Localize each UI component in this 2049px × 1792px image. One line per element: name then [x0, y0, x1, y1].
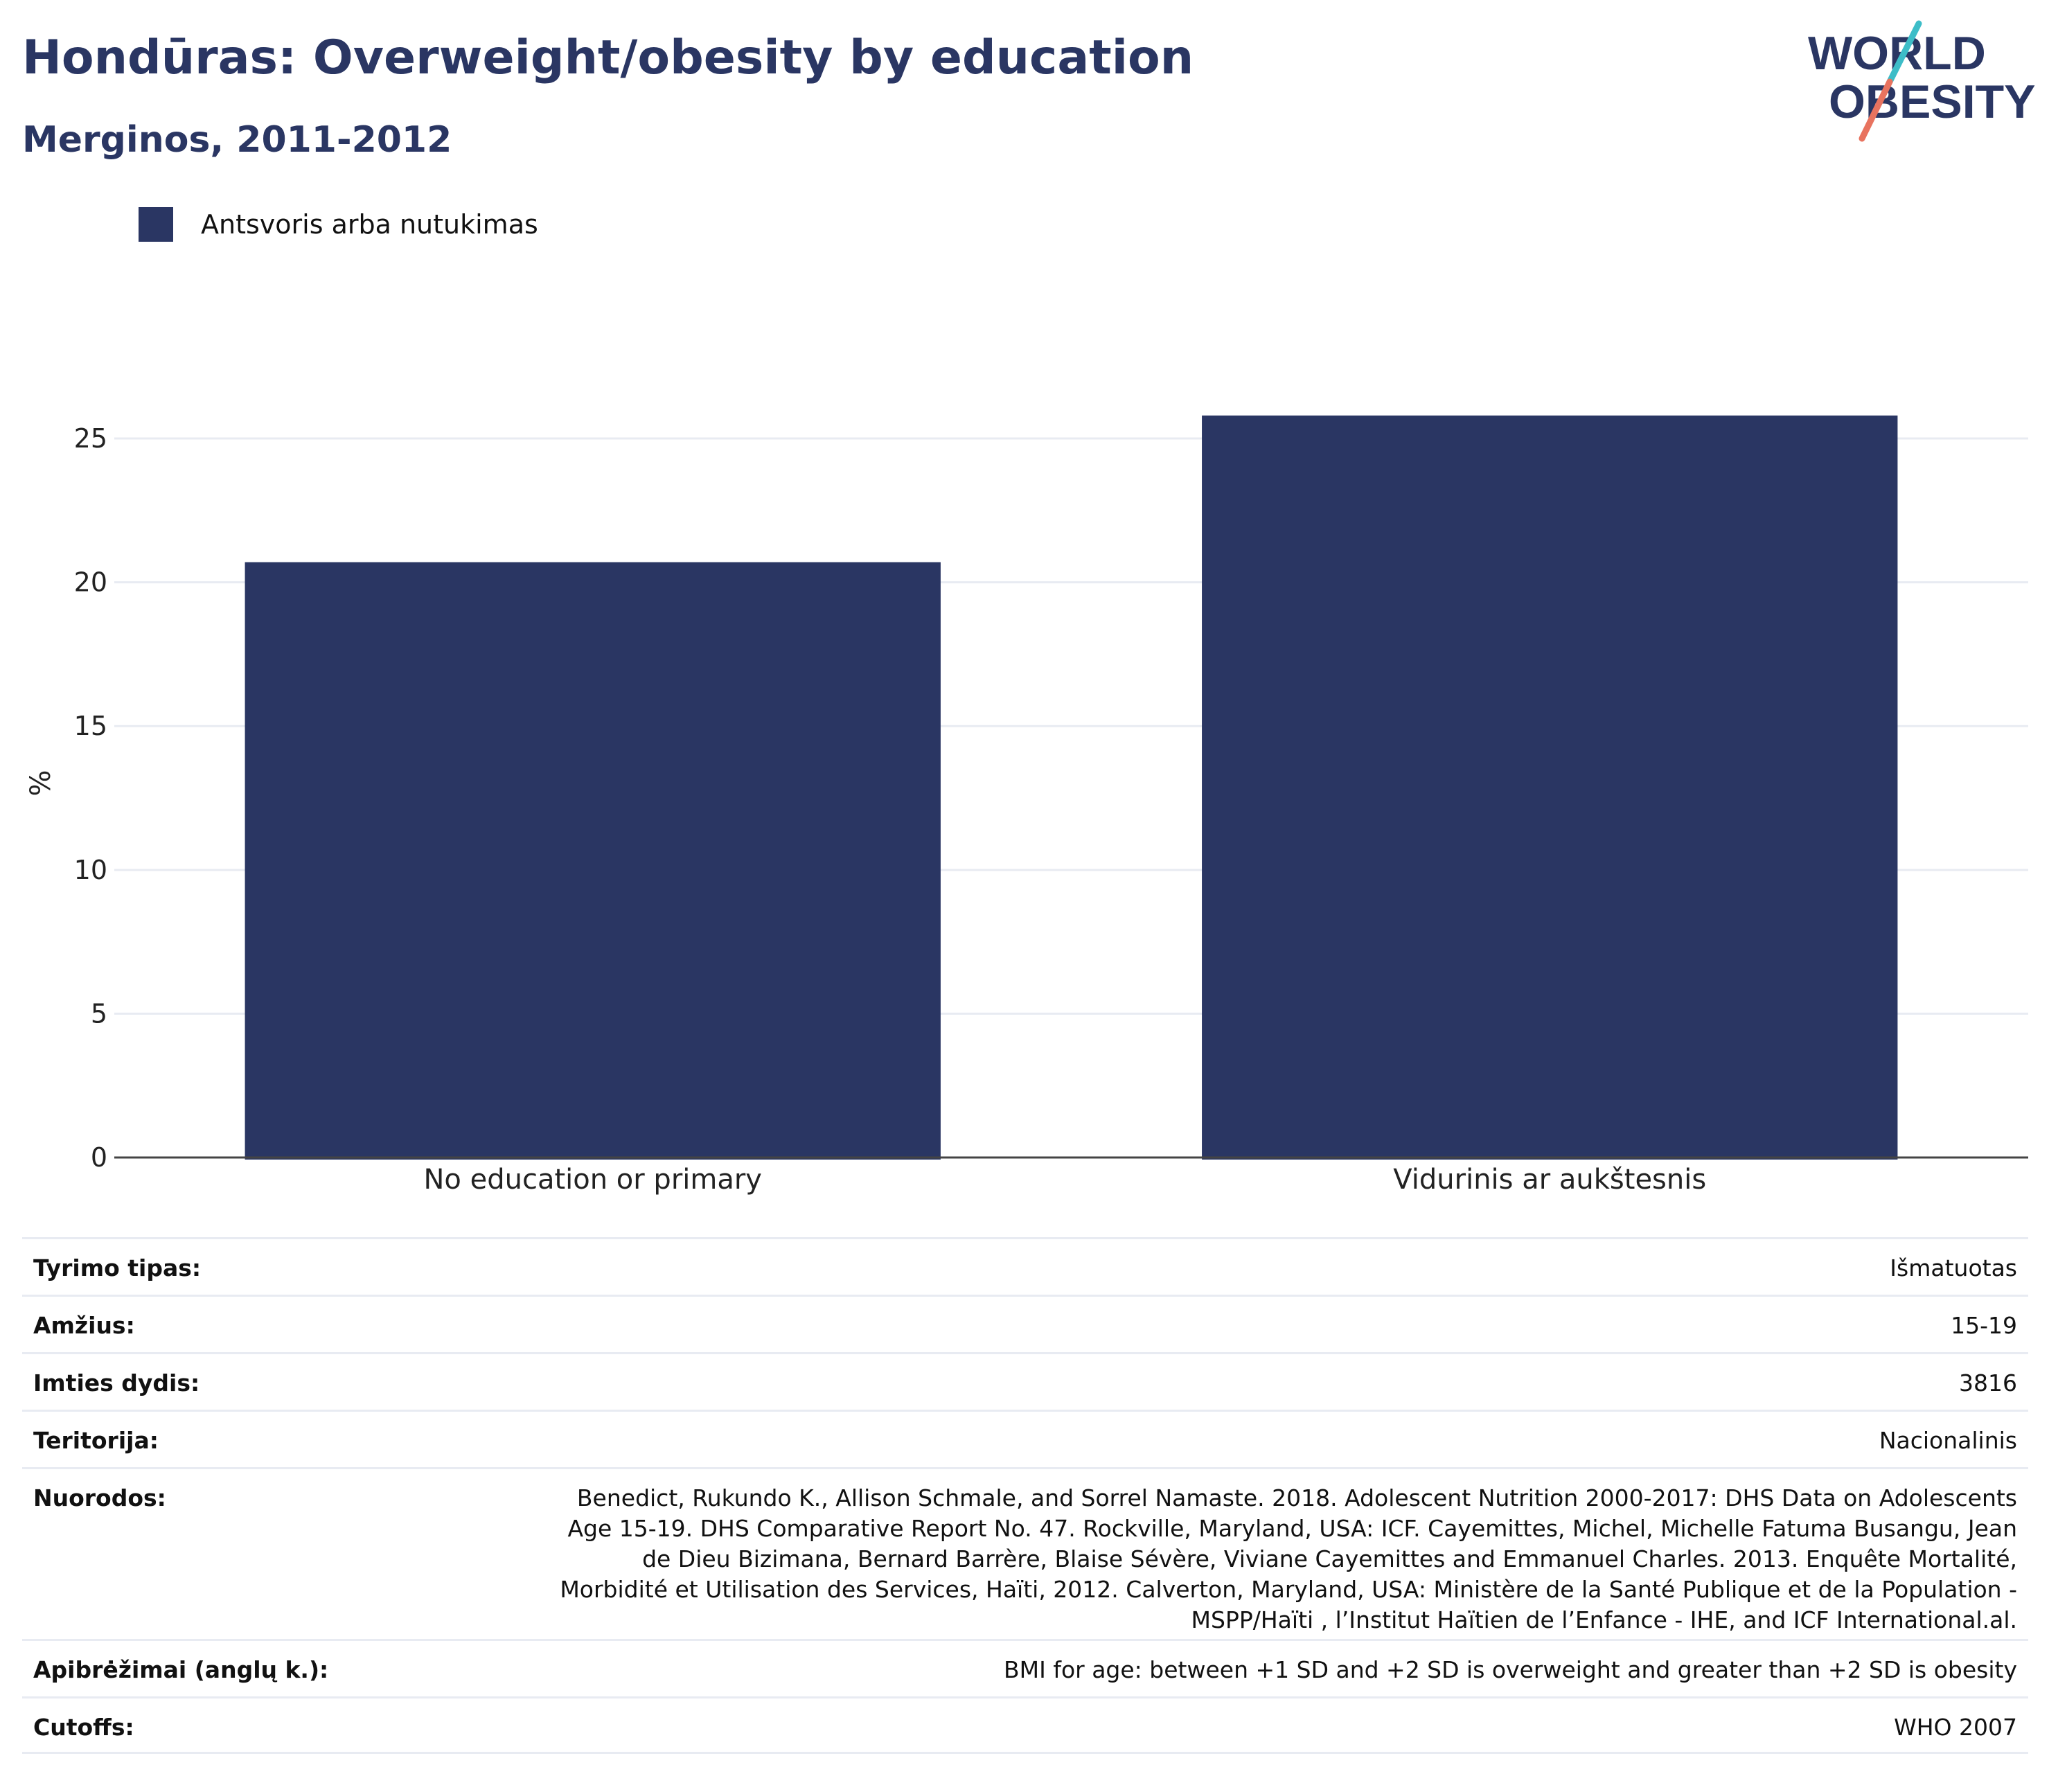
metadata-value: Išmatuotas: [1890, 1254, 2017, 1281]
y-tick-label: 5: [91, 998, 107, 1029]
world-obesity-logo: WORLD OBESITY: [1808, 20, 2036, 142]
bar: [245, 562, 941, 1160]
y-tick-label: 10: [74, 855, 107, 885]
y-tick-label: 20: [74, 567, 107, 598]
y-tick-label: 25: [74, 423, 107, 454]
metadata-value: Nacionalinis: [1879, 1427, 2017, 1454]
x-tick-label: Vidurinis ar aukštesnis: [1393, 1164, 1706, 1196]
metadata-value: 15-19: [1951, 1312, 2017, 1339]
chart-title: Hondūras: Overweight/obesity by educatio…: [22, 30, 1194, 85]
logo-word-obesity: OBESITY: [1829, 76, 2036, 128]
metadata-row: Cutoffs: WHO 2007: [22, 1696, 2028, 1754]
legend-label: Antsvoris arba nutukimas: [201, 209, 538, 240]
metadata-label: Imties dydis:: [33, 1369, 200, 1396]
metadata-row: Teritorija: Nacionalinis: [22, 1410, 2028, 1467]
legend-swatch: [139, 207, 173, 242]
metadata-row: Nuorodos: Benedict, Rukundo K., Allison S…: [22, 1467, 2028, 1639]
chart-subtitle: Merginos, 2011-2012: [22, 119, 452, 161]
metadata-label: Apibrėžimai (anglų k.):: [33, 1656, 329, 1683]
metadata-label: Cutoffs:: [33, 1714, 134, 1741]
metadata-value: Benedict, Rukundo K., Allison Schmale, a…: [560, 1484, 2017, 1633]
metadata-value: 3816: [1959, 1369, 2017, 1396]
metadata-label: Nuorodos:: [33, 1484, 166, 1511]
metadata-row: Apibrėžimai (anglų k.): BMI for age: betw…: [22, 1639, 2028, 1696]
bar: [1202, 415, 1898, 1160]
logo-slash-coral: [1859, 78, 1893, 142]
logo-slash-teal: [1886, 20, 1922, 85]
metadata-row: Imties dydis: 3816: [22, 1352, 2028, 1410]
metadata-label: Tyrimo tipas:: [33, 1254, 202, 1281]
chart-legend: Antsvoris arba nutukimas: [139, 205, 538, 244]
metadata-table: Tyrimo tipas: Išmatuotas Amžius: 15-19 Imtie…: [22, 1237, 2028, 1754]
metadata-row: Amžius: 15-19: [22, 1295, 2028, 1352]
y-axis-title: %: [25, 770, 57, 796]
metadata-label: Amžius:: [33, 1312, 135, 1339]
metadata-value: WHO 2007: [1894, 1714, 2017, 1741]
bar-chart: 0 5 10 15 20 25% No education or primary Viduri…: [25, 415, 2028, 1196]
x-tick-label: No education or primary: [424, 1164, 762, 1196]
metadata-value: BMI for age: between +1 SD and +2 SD is …: [1004, 1656, 2017, 1683]
y-tick-label: 15: [74, 711, 107, 741]
metadata-label: Teritorija:: [33, 1427, 159, 1454]
y-tick-label: 0: [91, 1142, 107, 1173]
metadata-row: Tyrimo tipas: Išmatuotas: [22, 1237, 2028, 1295]
